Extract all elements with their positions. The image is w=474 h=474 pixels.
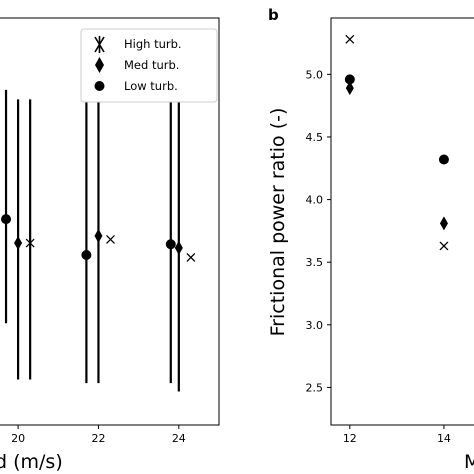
legend: High turb. Med turb. Low turb. xyxy=(80,28,218,103)
panel-b-xlabel: M xyxy=(464,451,474,473)
legend-box xyxy=(80,28,218,103)
panel-b-med-turb-point-1-marker xyxy=(345,81,354,96)
panel-b-high-turb-point-1-marker-stroke-b xyxy=(345,34,355,44)
panel-a-med-turb-point-3-marker xyxy=(174,240,183,255)
panel-a: 20 22 24 d (m/s) High turb. Med turb. Low … xyxy=(0,17,220,473)
panel-a-low-turb-point-2-marker xyxy=(81,250,92,261)
panel-b-xticks: 12 14 xyxy=(343,425,451,445)
legend-low-turb-label: Low turb. xyxy=(124,79,178,93)
legend-high-turb-label: High turb. xyxy=(124,37,182,51)
panel-b-ylabel: Frictional power ratio (-) xyxy=(267,108,289,337)
panel-a-xlabel: d (m/s) xyxy=(0,451,63,473)
panel-b-low-turb-point-2-marker xyxy=(438,154,449,165)
legend-high-turb-marker xyxy=(94,36,105,53)
panel-b-yticks: 2.5 3.0 3.5 4.0 4.5 5.0 xyxy=(306,68,331,394)
panel-a-high-turb-point-1-marker-stroke-b xyxy=(25,238,35,248)
legend-med-turb-label: Med turb. xyxy=(124,58,179,72)
panel-b-frame xyxy=(330,17,474,426)
panel-a-frame xyxy=(0,17,220,426)
panel-a-high-turb-point-2-marker xyxy=(106,234,115,244)
panel-b-ytick-label-5-0: 5.0 xyxy=(306,68,324,81)
panel-a-med-turb-point-1-marker xyxy=(14,236,23,251)
panel-a-high-turb-point-1-marker xyxy=(25,238,35,248)
panel-a-low-turb-point-1-marker xyxy=(1,214,12,225)
panel-b-ytick-label-3-0: 3.0 xyxy=(306,319,324,332)
panel-b-letter: b xyxy=(268,6,279,24)
legend-entry-high-turb: High turb. xyxy=(94,36,182,53)
panel-b-xtick-label-12: 12 xyxy=(343,432,357,445)
panel-a-high-turb-point-3-marker-stroke-b xyxy=(186,252,196,262)
panel-a-high-turb-point-2-marker-stroke-b xyxy=(106,234,115,244)
legend-med-turb-marker xyxy=(95,57,104,73)
legend-low-turb-marker xyxy=(94,81,105,91)
panel-a-xticks: 20 22 24 xyxy=(11,425,186,445)
panel-a-marks xyxy=(1,35,196,392)
panel-a-high-turb-point-3-marker xyxy=(186,252,196,262)
panel-b-ytick-label-4-0: 4.0 xyxy=(306,194,324,207)
panel-b-ytick-label-4-5: 4.5 xyxy=(306,131,324,144)
legend-entry-low-turb: Low turb. xyxy=(94,79,178,93)
panel-a-xtick-label-22: 22 xyxy=(91,432,105,445)
panel-a-xtick-label-24: 24 xyxy=(172,432,186,445)
panel-a-low-turb-point-3-marker xyxy=(165,239,176,250)
panel-b-ytick-label-2-5: 2.5 xyxy=(306,381,324,394)
panel-b-low-turb-point-1-marker xyxy=(344,74,355,85)
panel-b-med-turb-point-2-marker xyxy=(439,216,448,231)
panel-b: b 12 14 2.5 3.0 3.5 4.0 4.5 5.0 Frictional pow… xyxy=(267,6,474,473)
panel-a-med-turb-point-2-marker xyxy=(94,228,103,243)
legend-entry-med-turb: Med turb. xyxy=(95,57,179,73)
panel-b-high-turb-point-2-marker xyxy=(439,241,449,251)
panel-b-high-turb-point-1-marker xyxy=(345,34,355,44)
panel-b-high-turb-point-2-marker-stroke-b xyxy=(439,241,449,251)
panel-b-xtick-label-14: 14 xyxy=(437,432,451,445)
panel-a-xtick-label-20: 20 xyxy=(11,432,25,445)
panel-b-marks xyxy=(344,34,449,251)
panel-b-ytick-label-3-5: 3.5 xyxy=(306,256,324,269)
